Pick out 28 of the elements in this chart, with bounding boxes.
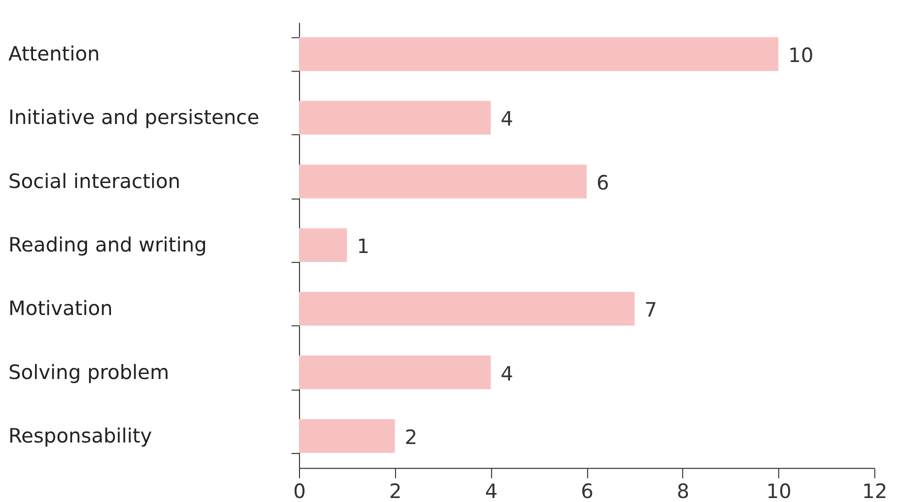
data-label: 6 (596, 171, 610, 194)
y-tick-label: Responsability (8, 424, 152, 448)
x-tick-label: 4 (484, 480, 498, 502)
data-label: 7 (644, 298, 658, 322)
data-label: 4 (500, 108, 514, 131)
data-label: 10 (788, 44, 814, 68)
bar (299, 292, 635, 326)
x-tick-label: 8 (676, 480, 690, 502)
x-tick-label: 2 (389, 480, 402, 502)
y-tick-label: Motivation (8, 297, 113, 320)
bar (299, 164, 587, 198)
bar (299, 100, 491, 135)
data-label: 1 (356, 235, 370, 258)
x-tick-label: 6 (580, 480, 594, 502)
x-tick-label: 12 (862, 480, 888, 502)
bar (299, 37, 778, 72)
y-tick-label: Reading and writing (8, 234, 207, 257)
y-tick-label: Solving problem (8, 360, 170, 384)
x-tick-label: 10 (766, 480, 792, 502)
x-tick-label: 0 (293, 480, 306, 502)
y-tick-label: Attention (8, 42, 100, 66)
y-tick-label: Social interaction (8, 170, 180, 193)
data-label: 2 (404, 426, 418, 449)
y-tick-label: Initiative and persistence (8, 106, 260, 130)
bar (299, 228, 347, 262)
bar (299, 356, 491, 390)
data-label: 4 (500, 362, 514, 386)
bar (299, 419, 395, 453)
